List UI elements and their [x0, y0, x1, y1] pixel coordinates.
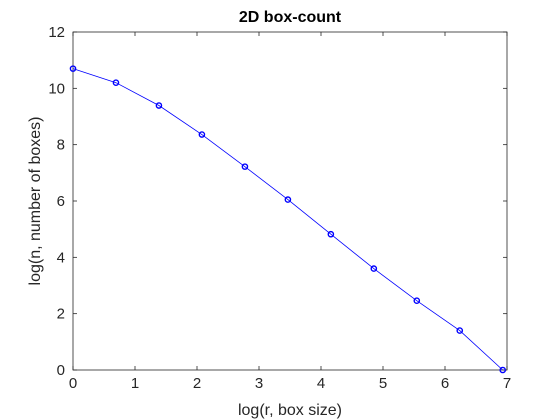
series-layer: [69, 65, 507, 374]
data-point: [456, 327, 464, 334]
x-tick-label: 6: [441, 375, 449, 392]
y-axis-label: log(n, number of boxes): [27, 117, 44, 286]
y-tick-label: 6: [57, 193, 65, 210]
y-tick-label: 2: [57, 306, 65, 323]
data-point: [370, 265, 378, 272]
y-tick-label: 8: [57, 137, 65, 154]
data-point: [499, 366, 507, 374]
data-point: [112, 79, 120, 86]
x-tick-label: 5: [379, 375, 387, 392]
series-line: [72, 68, 503, 371]
x-tick-label: 4: [317, 375, 325, 392]
y-tick-label: 0: [57, 362, 65, 379]
x-ticks: 0 1 2 3 4 5 6 7: [69, 32, 511, 392]
data-point: [69, 65, 77, 72]
y-ticks: 0 2 4 6 8 10 12: [48, 24, 507, 379]
data-point: [413, 297, 421, 305]
data-point: [284, 196, 292, 203]
x-tick-label: 0: [69, 375, 77, 392]
y-tick-label: 12: [48, 24, 65, 41]
data-point: [198, 131, 206, 138]
data-point: [241, 163, 249, 170]
x-axis-label: log(r, box size): [238, 402, 342, 419]
y-tick-label: 10: [48, 80, 65, 97]
y-tick-label: 4: [57, 249, 65, 266]
x-tick-label: 2: [193, 375, 201, 392]
data-point: [327, 230, 335, 238]
data-point: [155, 102, 163, 109]
x-tick-label: 3: [255, 375, 263, 392]
chart-title: 2D box-count: [239, 9, 342, 26]
x-tick-label: 1: [131, 375, 139, 392]
x-tick-label: 7: [503, 375, 511, 392]
